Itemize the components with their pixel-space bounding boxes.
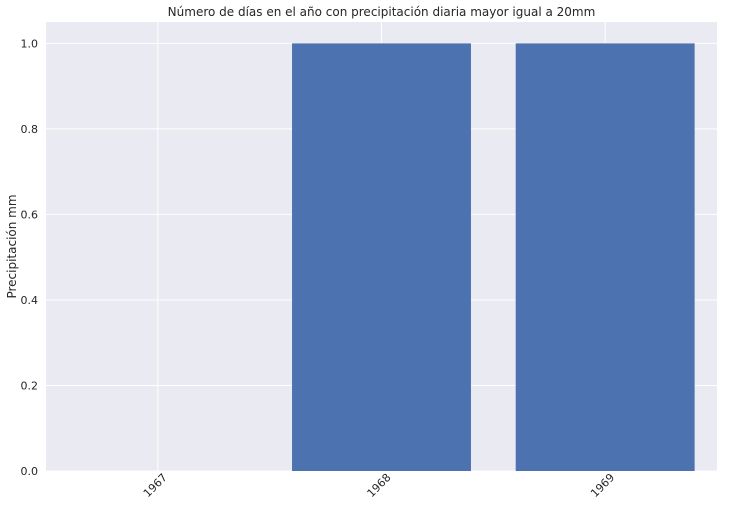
y-axis-label: Precipitación mm [5,194,19,298]
y-tick-label: 0.6 [21,208,39,221]
y-tick-label: 0.2 [21,379,39,392]
y-tick-label: 0.8 [21,123,39,136]
x-tick-label: 1968 [365,471,394,500]
y-tick-label: 1.0 [21,37,39,50]
y-tick-label: 0.0 [21,465,39,478]
bar-1968 [292,43,471,471]
x-tick-label: 1969 [588,471,617,500]
bars [292,43,695,471]
y-tick-label: 0.4 [21,294,39,307]
x-tick-label: 1967 [141,471,170,500]
bar-1969 [515,43,695,471]
chart-title: Número de días en el año con precipitaci… [168,5,596,19]
